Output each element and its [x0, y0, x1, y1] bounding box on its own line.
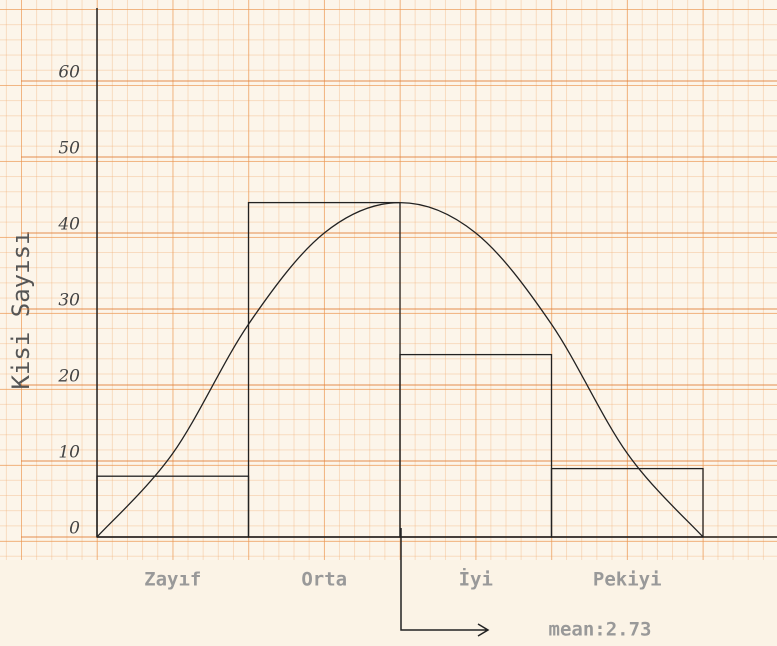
- y-tick-label: 30: [58, 291, 80, 311]
- y-tick-label: 50: [58, 139, 80, 159]
- x-tick-label: Zayıf: [144, 569, 201, 591]
- bar: [400, 355, 552, 537]
- y-tick-label: 10: [58, 443, 80, 463]
- bar: [97, 476, 249, 537]
- chart: Kisi Sayısı 0 10 20 30 40 50 60 Zayıf Orta İyi Pek…: [0, 0, 777, 646]
- y-axis-label: Kisi Sayısı: [7, 231, 35, 390]
- x-tick-label: Orta: [301, 569, 347, 591]
- x-tick-label: İyi: [459, 567, 493, 591]
- y-tick-label: 20: [57, 367, 80, 387]
- bar: [552, 469, 704, 537]
- x-tick-label: Pekiyi: [593, 569, 662, 591]
- y-tick-label: 40: [57, 215, 80, 235]
- y-tick-label: 60: [58, 63, 80, 83]
- bar: [249, 203, 401, 537]
- page: Kisi Sayısı 0 10 20 30 40 50 60 Zayıf Orta İyi Pek…: [0, 0, 777, 646]
- annotation: mean:2.73: [549, 619, 652, 641]
- y-tick-label: 0: [69, 519, 80, 539]
